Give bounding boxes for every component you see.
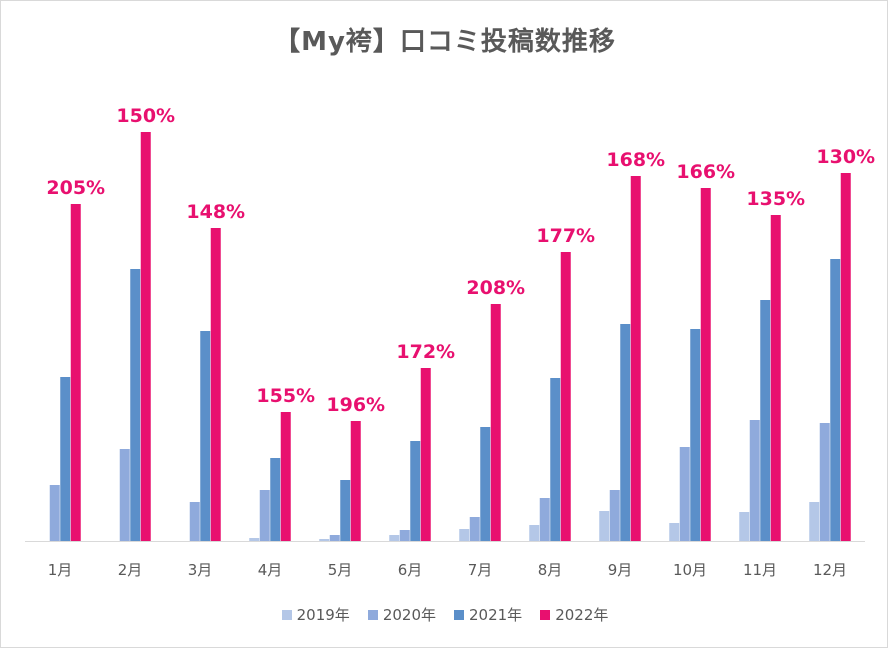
growth-label: 172% xyxy=(396,341,455,363)
growth-labels: 205% 150% 148% 155% 196% 172% 208% 177% 168% 166%… xyxy=(46,105,875,416)
bar-2020年-3月 xyxy=(190,502,200,541)
bar-2019年-4月 xyxy=(249,538,259,541)
bar-2019年-8月 xyxy=(529,525,539,541)
bar-2021年-6月 xyxy=(410,441,420,541)
bar-2019年-6月 xyxy=(389,535,399,541)
growth-label: 155% xyxy=(256,385,315,407)
legend-item-2019[interactable]: 2019年 xyxy=(282,604,350,625)
bar-2019年-7月 xyxy=(459,529,469,541)
bar-2021年-7月 xyxy=(480,427,490,541)
legend-item-2022[interactable]: 2022年 xyxy=(540,604,608,625)
bar-2022年-3月 xyxy=(211,228,221,541)
x-tick-label: 11月 xyxy=(743,561,777,579)
legend-label-2019: 2019年 xyxy=(297,604,350,625)
x-tick-label: 4月 xyxy=(258,561,283,579)
chart-frame: 【My袴】口コミ投稿数推移 1月 2月 3月 4月 5月 6月 7月 8月 9月 10月 11月 12… xyxy=(0,0,888,648)
bar-2019年-5月 xyxy=(319,539,329,541)
bars-group xyxy=(50,132,851,541)
bar-2020年-4月 xyxy=(260,490,270,541)
growth-label: 205% xyxy=(46,177,105,199)
x-tick-label: 1月 xyxy=(48,561,73,579)
bar-2022年-8月 xyxy=(561,252,571,541)
x-tick-label: 3月 xyxy=(188,561,213,579)
legend-swatch-2022 xyxy=(540,610,550,620)
bar-2020年-7月 xyxy=(470,517,480,541)
bar-2022年-7月 xyxy=(491,304,501,541)
legend-label-2021: 2021年 xyxy=(469,604,522,625)
x-tick-label: 7月 xyxy=(468,561,493,579)
bar-2020年-2月 xyxy=(120,449,130,541)
x-tick-label: 8月 xyxy=(538,561,563,579)
bar-2022年-6月 xyxy=(421,368,431,541)
bar-2019年-12月 xyxy=(809,502,819,541)
bar-2021年-3月 xyxy=(200,331,210,541)
bar-2022年-5月 xyxy=(351,421,361,541)
x-tick-label: 5月 xyxy=(328,561,353,579)
x-tick-label: 12月 xyxy=(813,561,847,579)
bar-2021年-12月 xyxy=(830,259,840,541)
bar-2022年-10月 xyxy=(701,188,711,541)
growth-label: 168% xyxy=(606,149,665,171)
bar-2021年-5月 xyxy=(340,480,350,541)
growth-label: 196% xyxy=(326,394,385,416)
bar-2019年-9月 xyxy=(599,511,609,541)
bar-2019年-11月 xyxy=(739,512,749,541)
legend-item-2020[interactable]: 2020年 xyxy=(368,604,436,625)
growth-label: 177% xyxy=(536,225,595,247)
bar-2021年-11月 xyxy=(760,300,770,541)
x-tick-labels: 1月 2月 3月 4月 5月 6月 7月 8月 9月 10月 11月 12月 xyxy=(48,561,847,579)
growth-label: 135% xyxy=(746,188,805,210)
bar-2020年-5月 xyxy=(330,535,340,541)
bar-2021年-8月 xyxy=(550,378,560,541)
legend: 2019年 2020年 2021年 2022年 xyxy=(1,604,888,625)
x-tick-label: 10月 xyxy=(673,561,707,579)
bar-2020年-9月 xyxy=(610,490,620,541)
growth-label: 166% xyxy=(676,161,735,183)
bar-2019年-10月 xyxy=(669,523,679,541)
bar-2021年-1月 xyxy=(60,377,70,541)
bar-chart: 1月 2月 3月 4月 5月 6月 7月 8月 9月 10月 11月 12月 205% 150% 148%… xyxy=(1,1,888,649)
bar-2021年-4月 xyxy=(270,458,280,541)
bar-2022年-4月 xyxy=(281,412,291,541)
bar-2022年-12月 xyxy=(841,173,851,541)
bar-2022年-9月 xyxy=(631,176,641,541)
bar-2020年-12月 xyxy=(820,423,830,541)
bar-2021年-9月 xyxy=(620,324,630,541)
bar-2021年-2月 xyxy=(130,269,140,541)
legend-swatch-2020 xyxy=(368,610,378,620)
growth-label: 150% xyxy=(116,105,175,127)
legend-label-2022: 2022年 xyxy=(555,604,608,625)
bar-2020年-11月 xyxy=(750,420,760,541)
bar-2020年-1月 xyxy=(50,485,60,541)
x-tick-label: 2月 xyxy=(118,561,143,579)
bar-2022年-2月 xyxy=(141,132,151,541)
legend-item-2021[interactable]: 2021年 xyxy=(454,604,522,625)
legend-swatch-2021 xyxy=(454,610,464,620)
x-tick-label: 6月 xyxy=(398,561,423,579)
bar-2020年-10月 xyxy=(680,447,690,541)
growth-label: 208% xyxy=(466,277,525,299)
x-tick-label: 9月 xyxy=(608,561,633,579)
bar-2020年-8月 xyxy=(540,498,550,541)
bar-2020年-6月 xyxy=(400,530,410,541)
legend-swatch-2019 xyxy=(282,610,292,620)
bar-2021年-10月 xyxy=(690,329,700,541)
growth-label: 130% xyxy=(816,146,875,168)
growth-label: 148% xyxy=(186,201,245,223)
bar-2022年-11月 xyxy=(771,215,781,541)
legend-label-2020: 2020年 xyxy=(383,604,436,625)
bar-2022年-1月 xyxy=(71,204,81,541)
